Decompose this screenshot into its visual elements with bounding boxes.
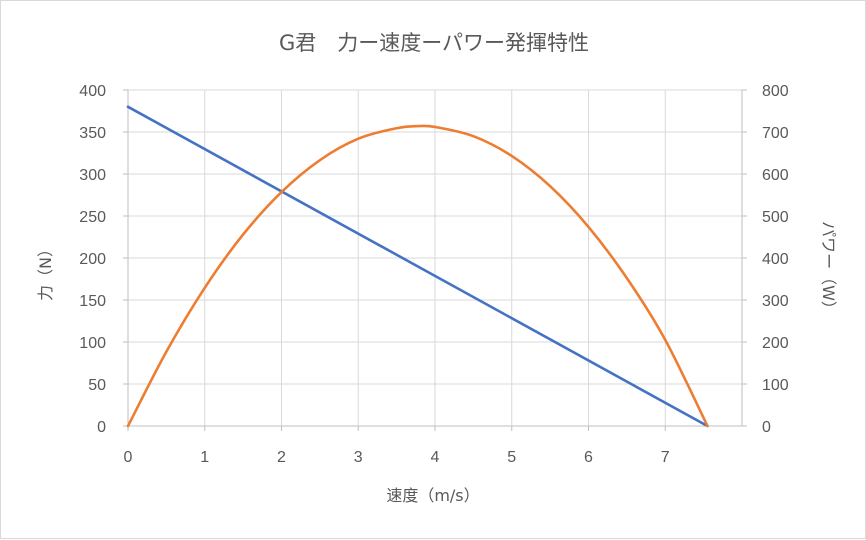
- y2-axis-title: パワー（W）: [819, 221, 838, 317]
- y-tick-label: 300: [79, 167, 106, 184]
- x-tick-label: 2: [277, 449, 286, 466]
- series-layer: [126, 105, 709, 428]
- y-tick-label: 350: [79, 125, 106, 142]
- y-tick-label: 150: [79, 293, 106, 310]
- y2-tick-label: 700: [762, 125, 789, 142]
- y-tick-label: 100: [79, 335, 106, 352]
- y-tick-label: 400: [79, 83, 106, 100]
- x-tick-label: 6: [584, 449, 593, 466]
- y-tick-label: 0: [97, 419, 106, 436]
- x-tick-label: 4: [431, 449, 440, 466]
- force-series-line: [126, 105, 709, 428]
- y2-tick-label: 400: [762, 251, 789, 268]
- x-tick-label: 0: [124, 449, 133, 466]
- x-tick-label: 3: [354, 449, 363, 466]
- x-tick-label: 5: [507, 449, 516, 466]
- y-tick-label: 50: [88, 377, 106, 394]
- chart-title: G君 力ー速度ーパワー発揮特性: [279, 31, 589, 55]
- y2-tick-label: 800: [762, 83, 789, 100]
- power-series-line: [126, 124, 709, 428]
- grid: [128, 89, 742, 426]
- axes: [123, 89, 747, 431]
- y2-tick-label: 100: [762, 377, 789, 394]
- y-tick-label: 200: [79, 251, 106, 268]
- x-tick-label: 1: [200, 449, 209, 466]
- y-tick-label: 250: [79, 209, 106, 226]
- y2-tick-label: 0: [762, 419, 771, 436]
- y2-tick-label: 500: [762, 209, 789, 226]
- y2-tick-label: 600: [762, 167, 789, 184]
- y2-tick-label: 200: [762, 335, 789, 352]
- y-axis-title: 力（N）: [36, 241, 55, 301]
- x-tick-label: 7: [661, 449, 670, 466]
- tick-labels: 0501001502002503003504000100200300400500…: [79, 83, 789, 466]
- x-axis-title: 速度（m/s）: [386, 486, 479, 505]
- y2-tick-label: 300: [762, 293, 789, 310]
